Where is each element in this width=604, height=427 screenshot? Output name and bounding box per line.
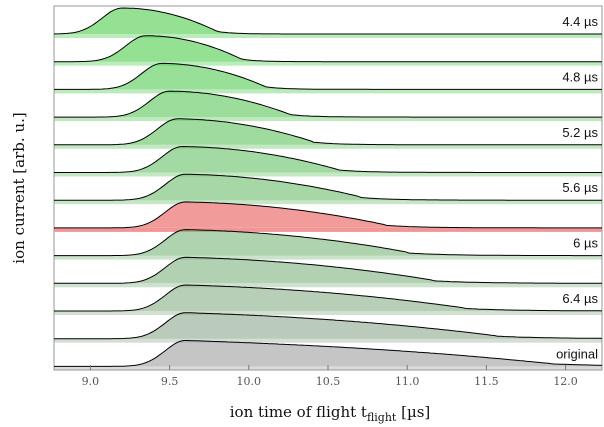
x-axis-label-main: ion time of flight t [230, 403, 367, 421]
trace-area [54, 340, 602, 367]
trace-band [54, 311, 602, 315]
trace-line [54, 35, 602, 63]
trace-line [54, 284, 603, 312]
trace-band [54, 200, 602, 205]
trace-band [54, 227, 602, 232]
trace-line [54, 90, 602, 118]
trace-area [54, 35, 602, 62]
series-label: original [556, 346, 598, 361]
x-tick-label: 10.5 [316, 375, 341, 388]
trace-area [54, 257, 602, 284]
trace-line [54, 118, 602, 146]
trace-area [54, 201, 602, 228]
trace-line [54, 201, 602, 229]
trace-line [54, 62, 602, 90]
trace-area [54, 285, 602, 311]
trace-line [54, 340, 603, 367]
series-label: 6.4 µs [562, 291, 598, 306]
series-label: 4.4 µs [562, 14, 598, 29]
trace-line [54, 7, 602, 35]
trace-band [54, 255, 602, 260]
trace-line [54, 256, 602, 284]
trace-area [54, 229, 602, 256]
series-label: 5.2 µs [562, 125, 598, 140]
trace-band [54, 283, 602, 288]
trace-area [54, 146, 602, 173]
trace-area [54, 118, 602, 145]
x-axis-label: ion time of flight tflight [µs] [230, 403, 431, 424]
trace-band [54, 144, 602, 149]
trace-area [54, 174, 602, 201]
trace-area [54, 91, 602, 118]
series-label: 4.8 µs [562, 69, 598, 84]
x-tick-label: 11.0 [395, 375, 420, 388]
trace-line [54, 145, 602, 173]
series-label: 5.6 µs [562, 180, 598, 195]
series-label: 6 µs [573, 236, 598, 251]
x-axis-label-sub: flight [367, 411, 397, 424]
x-tick-group: 9.0 9.5 10.0 10.5 11.0 11.5 12.0 [82, 365, 578, 388]
trace-line [54, 312, 603, 340]
x-tick-label: 9.0 [82, 375, 100, 388]
trace-line [54, 229, 602, 257]
trace-line [54, 173, 602, 201]
trace-area [54, 63, 602, 90]
trace-band [54, 117, 602, 122]
trace-band [54, 172, 602, 177]
x-tick-label: 10.0 [237, 375, 262, 388]
series-label-group: 4.4 µs 4.8 µs 5.2 µs 5.6 µs 6 µs 6.4 µs origin… [556, 14, 598, 361]
y-axis-label: ion current [arb. u.] [10, 112, 28, 263]
trace-band [54, 338, 602, 343]
trace-area [54, 8, 602, 34]
x-tick-label: 9.5 [161, 375, 179, 388]
x-axis-label-unit: [µs] [396, 403, 430, 421]
trace-band [54, 61, 602, 66]
x-tick-label: 12.0 [553, 375, 578, 388]
trace-band [54, 89, 602, 94]
x-tick-label: 11.5 [474, 375, 499, 388]
trace-band [54, 34, 602, 38]
